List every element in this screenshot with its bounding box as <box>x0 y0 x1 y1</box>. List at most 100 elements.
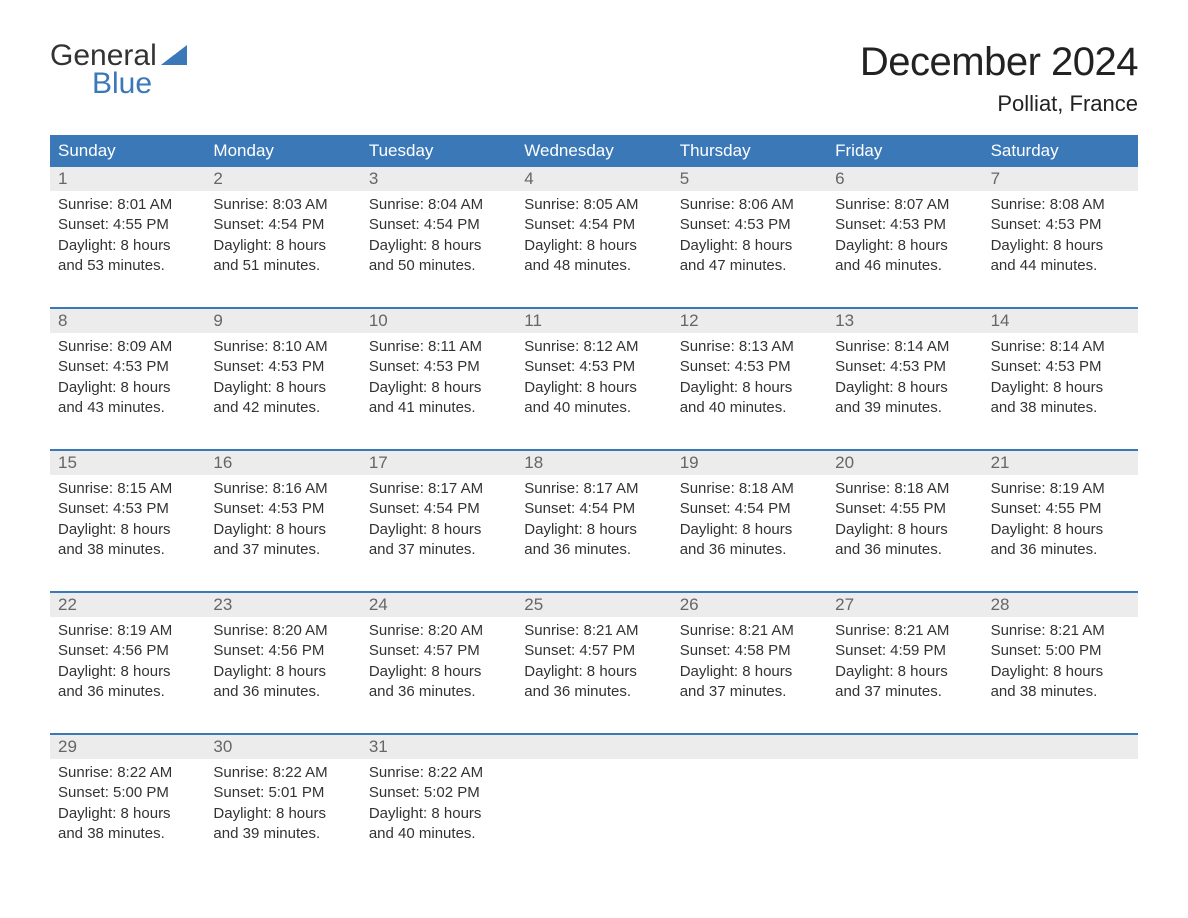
day-cell: Sunrise: 8:19 AMSunset: 4:56 PMDaylight:… <box>50 617 205 713</box>
daylight-text: Daylight: 8 hours <box>369 520 508 540</box>
daylight-text: Daylight: 8 hours <box>213 804 352 824</box>
sunrise-text: Sunrise: 8:13 AM <box>680 337 819 357</box>
daylight-text: Daylight: 8 hours <box>991 662 1130 682</box>
daylight-text: and 48 minutes. <box>524 256 663 276</box>
day-cell: Sunrise: 8:14 AMSunset: 4:53 PMDaylight:… <box>983 333 1138 429</box>
day-number: 9 <box>205 309 360 333</box>
day-body-row: Sunrise: 8:09 AMSunset: 4:53 PMDaylight:… <box>50 333 1138 429</box>
weekday-thursday: Thursday <box>672 135 827 167</box>
sunrise-text: Sunrise: 8:05 AM <box>524 195 663 215</box>
day-cell <box>827 759 982 855</box>
day-number: 6 <box>827 167 982 191</box>
weeks-container: 1234567Sunrise: 8:01 AMSunset: 4:55 PMDa… <box>50 167 1138 855</box>
daylight-text: and 43 minutes. <box>58 398 197 418</box>
daylight-text: and 36 minutes. <box>991 540 1130 560</box>
day-number: 15 <box>50 451 205 475</box>
daylight-text: and 40 minutes. <box>369 824 508 844</box>
daylight-text: Daylight: 8 hours <box>835 378 974 398</box>
month-title: December 2024 <box>860 40 1138 85</box>
day-cell: Sunrise: 8:08 AMSunset: 4:53 PMDaylight:… <box>983 191 1138 287</box>
location-label: Polliat, France <box>860 91 1138 117</box>
daylight-text: Daylight: 8 hours <box>213 662 352 682</box>
daylight-text: and 36 minutes. <box>213 682 352 702</box>
sunrise-text: Sunrise: 8:07 AM <box>835 195 974 215</box>
sunrise-text: Sunrise: 8:20 AM <box>369 621 508 641</box>
day-number: 30 <box>205 735 360 759</box>
daylight-text: Daylight: 8 hours <box>58 662 197 682</box>
day-number: 20 <box>827 451 982 475</box>
day-cell: Sunrise: 8:21 AMSunset: 4:57 PMDaylight:… <box>516 617 671 713</box>
weekday-saturday: Saturday <box>983 135 1138 167</box>
day-number: 26 <box>672 593 827 617</box>
title-block: December 2024 Polliat, France <box>860 40 1138 117</box>
daylight-text: Daylight: 8 hours <box>213 236 352 256</box>
sunset-text: Sunset: 4:53 PM <box>680 215 819 235</box>
day-cell: Sunrise: 8:07 AMSunset: 4:53 PMDaylight:… <box>827 191 982 287</box>
calendar: Sunday Monday Tuesday Wednesday Thursday… <box>50 135 1138 855</box>
sunset-text: Sunset: 4:53 PM <box>524 357 663 377</box>
day-cell: Sunrise: 8:18 AMSunset: 4:55 PMDaylight:… <box>827 475 982 571</box>
day-number: 23 <box>205 593 360 617</box>
day-number <box>516 735 671 759</box>
sunset-text: Sunset: 4:58 PM <box>680 641 819 661</box>
daylight-text: Daylight: 8 hours <box>58 378 197 398</box>
day-cell: Sunrise: 8:13 AMSunset: 4:53 PMDaylight:… <box>672 333 827 429</box>
sunrise-text: Sunrise: 8:21 AM <box>991 621 1130 641</box>
sunset-text: Sunset: 5:01 PM <box>213 783 352 803</box>
sunrise-text: Sunrise: 8:22 AM <box>213 763 352 783</box>
day-cell: Sunrise: 8:22 AMSunset: 5:01 PMDaylight:… <box>205 759 360 855</box>
sunrise-text: Sunrise: 8:22 AM <box>369 763 508 783</box>
sunset-text: Sunset: 4:53 PM <box>213 499 352 519</box>
daynum-band: 1234567 <box>50 167 1138 191</box>
sunrise-text: Sunrise: 8:06 AM <box>680 195 819 215</box>
day-cell: Sunrise: 8:17 AMSunset: 4:54 PMDaylight:… <box>516 475 671 571</box>
sunrise-text: Sunrise: 8:21 AM <box>835 621 974 641</box>
daylight-text: Daylight: 8 hours <box>524 520 663 540</box>
sunrise-text: Sunrise: 8:15 AM <box>58 479 197 499</box>
sunset-text: Sunset: 4:53 PM <box>680 357 819 377</box>
sunrise-text: Sunrise: 8:21 AM <box>680 621 819 641</box>
daylight-text: Daylight: 8 hours <box>680 662 819 682</box>
day-number: 4 <box>516 167 671 191</box>
day-number: 17 <box>361 451 516 475</box>
daylight-text: Daylight: 8 hours <box>369 236 508 256</box>
sunrise-text: Sunrise: 8:16 AM <box>213 479 352 499</box>
sunset-text: Sunset: 5:00 PM <box>991 641 1130 661</box>
day-cell: Sunrise: 8:01 AMSunset: 4:55 PMDaylight:… <box>50 191 205 287</box>
day-cell: Sunrise: 8:21 AMSunset: 4:58 PMDaylight:… <box>672 617 827 713</box>
sunrise-text: Sunrise: 8:11 AM <box>369 337 508 357</box>
daylight-text: and 38 minutes. <box>991 682 1130 702</box>
weekday-sunday: Sunday <box>50 135 205 167</box>
day-number: 2 <box>205 167 360 191</box>
sunset-text: Sunset: 4:54 PM <box>524 215 663 235</box>
daylight-text: Daylight: 8 hours <box>991 236 1130 256</box>
day-cell: Sunrise: 8:21 AMSunset: 5:00 PMDaylight:… <box>983 617 1138 713</box>
sunset-text: Sunset: 4:55 PM <box>991 499 1130 519</box>
week-row: 1234567Sunrise: 8:01 AMSunset: 4:55 PMDa… <box>50 167 1138 287</box>
sunset-text: Sunset: 4:59 PM <box>835 641 974 661</box>
day-number: 7 <box>983 167 1138 191</box>
day-number: 31 <box>361 735 516 759</box>
daylight-text: and 37 minutes. <box>680 682 819 702</box>
daylight-text: Daylight: 8 hours <box>58 236 197 256</box>
daylight-text: and 51 minutes. <box>213 256 352 276</box>
day-number: 22 <box>50 593 205 617</box>
daylight-text: and 38 minutes. <box>991 398 1130 418</box>
sunrise-text: Sunrise: 8:10 AM <box>213 337 352 357</box>
day-number: 24 <box>361 593 516 617</box>
daylight-text: and 40 minutes. <box>524 398 663 418</box>
day-number: 28 <box>983 593 1138 617</box>
weekday-tuesday: Tuesday <box>361 135 516 167</box>
weekday-wednesday: Wednesday <box>516 135 671 167</box>
daylight-text: and 42 minutes. <box>213 398 352 418</box>
day-cell: Sunrise: 8:22 AMSunset: 5:00 PMDaylight:… <box>50 759 205 855</box>
sunset-text: Sunset: 4:56 PM <box>213 641 352 661</box>
day-number: 10 <box>361 309 516 333</box>
daynum-band: 891011121314 <box>50 309 1138 333</box>
sunset-text: Sunset: 4:56 PM <box>58 641 197 661</box>
daylight-text: and 53 minutes. <box>58 256 197 276</box>
sunset-text: Sunset: 4:53 PM <box>213 357 352 377</box>
sunrise-text: Sunrise: 8:17 AM <box>369 479 508 499</box>
sunrise-text: Sunrise: 8:01 AM <box>58 195 197 215</box>
daylight-text: and 37 minutes. <box>213 540 352 560</box>
